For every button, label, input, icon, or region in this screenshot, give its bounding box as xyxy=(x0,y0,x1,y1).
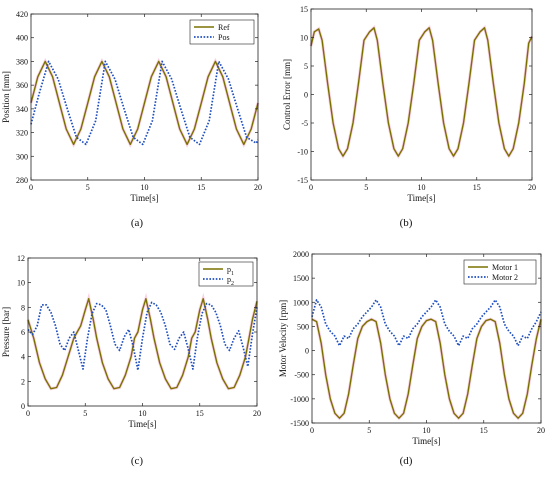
y-tick-label: -500 xyxy=(294,371,309,380)
x-tick-label: 20 xyxy=(537,426,545,435)
x-axis-label: Time[s] xyxy=(130,193,158,203)
chart-panel-4: 0 5 10 15 20 -1500 -1000 -500 0 500 1000 1500 2000 Ti… xyxy=(278,250,545,467)
legend-label-2: Motor 2 xyxy=(492,273,518,282)
series-line-1 xyxy=(27,298,258,390)
y-tick-label: 1000 xyxy=(293,298,309,307)
x-tick-label: 5 xyxy=(364,183,368,192)
chart-panel-2: 0 5 10 15 20 -15 -10 -5 0 5 10 15 Time[s] Control Err… xyxy=(282,5,536,229)
legend-label-subscript: 2 xyxy=(231,281,234,287)
y-tick-label: 320 xyxy=(16,129,28,138)
series-line-1 xyxy=(30,60,259,146)
y-tick-label: 300 xyxy=(16,152,28,161)
y-tick-label: -1500 xyxy=(290,419,309,428)
y-tick-label: 360 xyxy=(16,81,28,90)
y-tick-label: 10 xyxy=(17,279,25,288)
y-tick-label: 280 xyxy=(16,176,28,185)
y-tick-label: 0 xyxy=(304,91,308,100)
y-tick-label: 2 xyxy=(21,377,25,386)
y-tick-label: 10 xyxy=(300,34,308,43)
y-tick-label: -1000 xyxy=(290,395,309,404)
chart-panel-1: 0 5 10 15 20 280 300 320 340 360 380 400 420 Time[s] P… xyxy=(1,10,262,229)
x-tick-label: 15 xyxy=(473,183,481,192)
x-tick-label: 0 xyxy=(29,183,33,192)
legend-box xyxy=(463,259,537,285)
panel-caption: (d) xyxy=(400,455,413,467)
x-tick-label: 5 xyxy=(83,409,87,418)
x-tick-label: 15 xyxy=(197,183,205,192)
x-tick-label: 5 xyxy=(367,426,371,435)
y-axis-label: Motor Velocity [rpm] xyxy=(278,300,288,377)
series-line-2 xyxy=(27,301,258,372)
x-tick-label: 0 xyxy=(26,409,30,418)
y-tick-label: 8 xyxy=(21,303,25,312)
reference-trace xyxy=(309,25,534,160)
y-tick-label: 420 xyxy=(16,10,28,19)
x-axis-label: Time[s] xyxy=(128,419,156,429)
y-tick-label: 340 xyxy=(16,105,28,114)
y-tick-label: 380 xyxy=(16,57,28,66)
x-axis-label: Time[s] xyxy=(412,436,440,446)
legend-label-subscript: 1 xyxy=(231,271,234,277)
legend-label-1: Motor 1 xyxy=(492,263,518,272)
legend-label-1: p1 xyxy=(227,265,234,277)
y-tick-label: 6 xyxy=(21,328,25,337)
panel-caption: (a) xyxy=(131,217,144,229)
y-tick-label: 4 xyxy=(21,353,25,362)
x-tick-label: 20 xyxy=(253,409,261,418)
y-tick-label: -15 xyxy=(297,176,308,185)
legend-box xyxy=(198,261,254,287)
y-tick-label: 12 xyxy=(17,254,25,263)
x-tick-label: 5 xyxy=(86,183,90,192)
x-tick-label: 10 xyxy=(418,183,426,192)
y-axis-label: Pressure [bar] xyxy=(1,307,11,357)
x-tick-label: 10 xyxy=(141,183,149,192)
x-tick-label: 15 xyxy=(480,426,488,435)
series-line-1 xyxy=(310,27,533,157)
y-tick-label: 500 xyxy=(297,322,309,331)
y-tick-label: -10 xyxy=(297,148,308,157)
y-tick-label: 2000 xyxy=(293,250,309,259)
x-tick-label: 20 xyxy=(254,183,262,192)
legend-label-2: Pos xyxy=(218,33,230,42)
x-tick-label: 0 xyxy=(310,426,314,435)
y-axis-label: Position [mm] xyxy=(1,71,11,123)
series-line-2 xyxy=(30,60,259,146)
panel-caption: (b) xyxy=(400,217,413,229)
series-line-1 xyxy=(311,318,542,419)
legend-box xyxy=(189,19,255,45)
y-tick-label: 15 xyxy=(300,5,308,14)
y-tick-label: 0 xyxy=(305,347,309,356)
legend-label-1: Ref xyxy=(218,23,230,32)
y-tick-label: 0 xyxy=(21,402,25,411)
x-axis-label: Time[s] xyxy=(407,193,435,203)
x-tick-label: 0 xyxy=(309,183,313,192)
y-axis-label: Control Error [mm] xyxy=(282,59,292,130)
series-line-2 xyxy=(311,299,542,347)
x-tick-label: 20 xyxy=(528,183,536,192)
y-tick-label: -5 xyxy=(301,119,308,128)
y-tick-label: 5 xyxy=(304,62,308,71)
x-tick-label: 10 xyxy=(139,409,147,418)
panel-caption: (c) xyxy=(131,455,144,467)
x-tick-label: 15 xyxy=(196,409,204,418)
y-tick-label: 1500 xyxy=(293,274,309,283)
y-tick-label: 400 xyxy=(16,34,28,43)
x-tick-label: 10 xyxy=(423,426,431,435)
legend-label-2: p2 xyxy=(227,275,234,287)
